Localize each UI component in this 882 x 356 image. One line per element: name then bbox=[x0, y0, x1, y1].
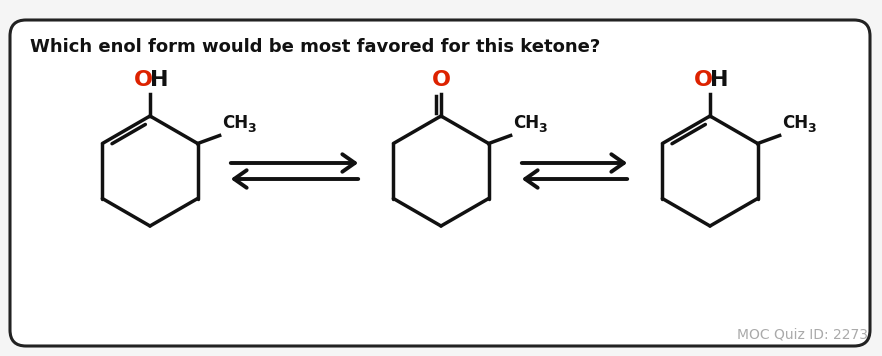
Text: O: O bbox=[133, 70, 153, 90]
Text: H: H bbox=[710, 70, 729, 90]
Text: 3: 3 bbox=[248, 122, 257, 136]
Text: CH: CH bbox=[781, 114, 808, 131]
Text: MOC Quiz ID: 2273: MOC Quiz ID: 2273 bbox=[737, 328, 868, 342]
Text: H: H bbox=[150, 70, 168, 90]
Text: O: O bbox=[431, 70, 451, 90]
Text: 3: 3 bbox=[539, 122, 547, 136]
Text: O: O bbox=[693, 70, 713, 90]
Text: CH: CH bbox=[512, 114, 539, 131]
Text: CH: CH bbox=[221, 114, 248, 131]
FancyBboxPatch shape bbox=[10, 20, 870, 346]
Text: Which enol form would be most favored for this ketone?: Which enol form would be most favored fo… bbox=[30, 38, 601, 56]
Text: 3: 3 bbox=[808, 122, 816, 136]
